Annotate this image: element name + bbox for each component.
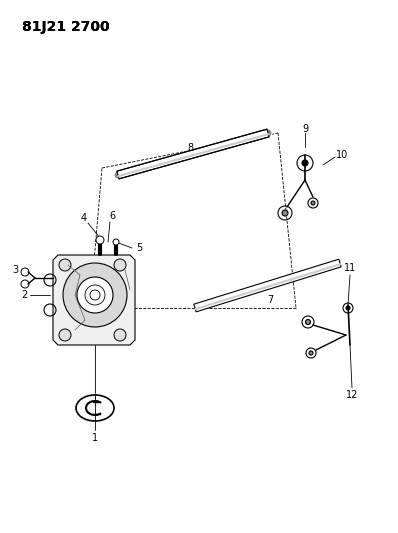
Circle shape: [59, 259, 71, 271]
Circle shape: [114, 259, 126, 271]
Polygon shape: [117, 129, 269, 179]
Circle shape: [309, 351, 313, 355]
Circle shape: [63, 263, 127, 327]
Polygon shape: [53, 255, 135, 345]
Circle shape: [302, 160, 308, 166]
Text: 6: 6: [109, 211, 115, 221]
Text: 8: 8: [187, 143, 193, 153]
Circle shape: [306, 319, 310, 325]
Circle shape: [113, 239, 119, 245]
Polygon shape: [194, 259, 341, 312]
Text: 7: 7: [267, 295, 273, 305]
Circle shape: [346, 306, 350, 310]
Text: 10: 10: [336, 150, 348, 160]
Text: 1: 1: [92, 433, 98, 443]
Text: 3: 3: [12, 265, 18, 275]
Text: 4: 4: [81, 213, 87, 223]
Text: 81J21 2700: 81J21 2700: [22, 20, 109, 34]
Circle shape: [77, 277, 113, 313]
Circle shape: [96, 236, 104, 244]
Circle shape: [59, 329, 71, 341]
Text: 12: 12: [346, 390, 358, 400]
Text: 11: 11: [344, 263, 356, 273]
Circle shape: [282, 210, 288, 216]
Text: 2: 2: [21, 290, 27, 300]
Circle shape: [114, 329, 126, 341]
Circle shape: [311, 201, 315, 205]
Text: 81J21 2700: 81J21 2700: [22, 20, 109, 34]
Text: 9: 9: [302, 124, 308, 134]
Text: 5: 5: [136, 243, 142, 253]
